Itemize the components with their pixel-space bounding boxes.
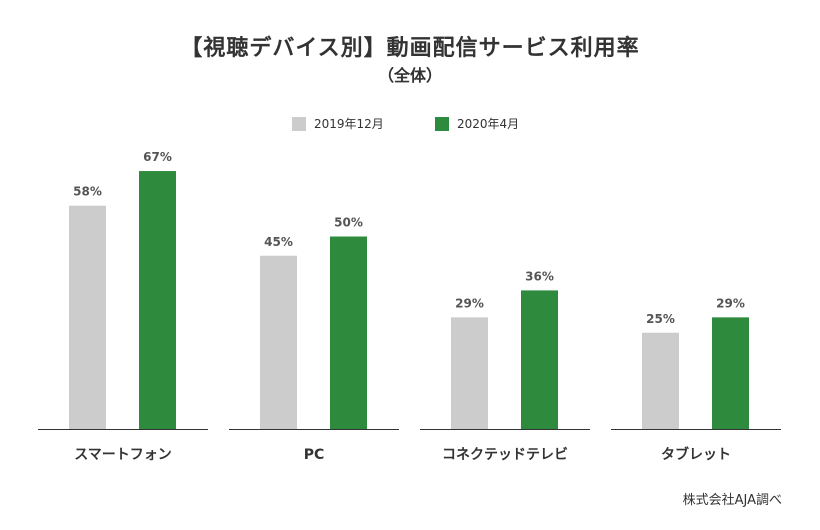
- source-note: 株式会社AJA調べ: [682, 493, 782, 508]
- legend-item-2020: 2020年4月: [435, 115, 519, 132]
- category-label-3: タブレット: [661, 446, 731, 463]
- bar-2020-2: [521, 290, 558, 429]
- data-label-2020-1: 50%: [334, 216, 363, 230]
- bar-2019-1: [260, 255, 297, 429]
- chart-title: 【視聴デバイス別】動画配信サービス利用率: [180, 36, 640, 61]
- bar-2019-3: [642, 332, 679, 429]
- legend-swatch-2019: [292, 116, 306, 131]
- legend-item-2019: 2019年12月: [292, 115, 384, 132]
- chart-subtitle: （全体）: [377, 66, 442, 85]
- data-label-2019-2: 29%: [455, 296, 484, 310]
- bar-2020-3: [712, 317, 749, 429]
- data-label-2020-0: 67%: [143, 150, 172, 164]
- bar-2019-0: [69, 205, 106, 429]
- legend-label-2020: 2020年4月: [457, 117, 520, 131]
- bar-2020-1: [330, 236, 367, 429]
- bar-2019-2: [451, 317, 488, 429]
- bar-2020-0: [139, 171, 176, 430]
- category-label-1: PC: [304, 447, 325, 463]
- category-label-2: コネクテッドテレビ: [442, 447, 568, 463]
- category-label-0: スマートフォン: [74, 447, 172, 463]
- legend-swatch-2020: [435, 116, 449, 131]
- data-label-2019-3: 25%: [646, 312, 675, 326]
- legend-label-2019: 2019年12月: [314, 117, 384, 131]
- data-label-2019-0: 58%: [73, 185, 102, 199]
- data-label-2019-1: 45%: [264, 235, 293, 249]
- data-label-2020-2: 36%: [525, 269, 554, 283]
- legend: 2019年12月 2020年4月: [0, 115, 820, 133]
- data-label-2020-3: 29%: [716, 296, 745, 310]
